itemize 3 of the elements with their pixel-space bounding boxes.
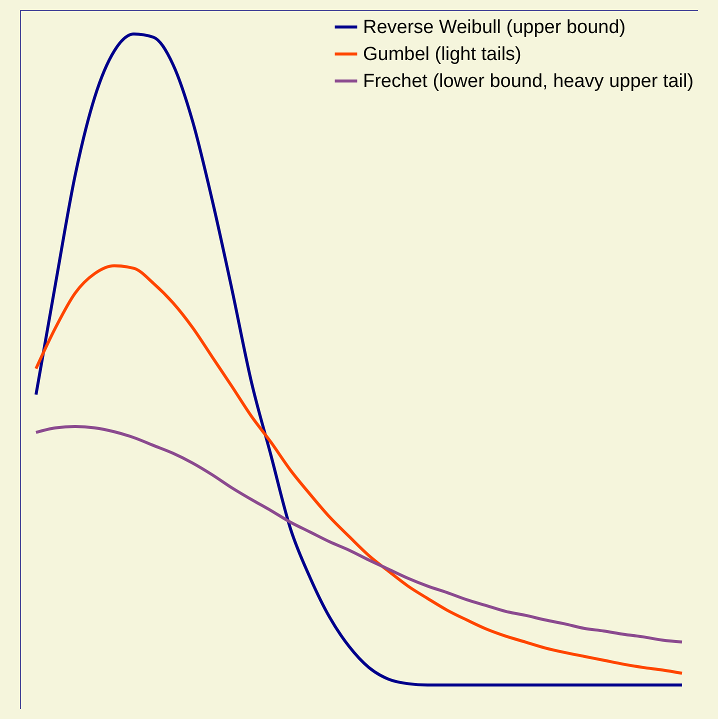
legend-label: Frechet (lower bound, heavy upper tail): [363, 71, 694, 92]
legend-label: Reverse Weibull (upper bound): [363, 17, 626, 38]
legend-label: Gumbel (light tails): [363, 44, 522, 65]
